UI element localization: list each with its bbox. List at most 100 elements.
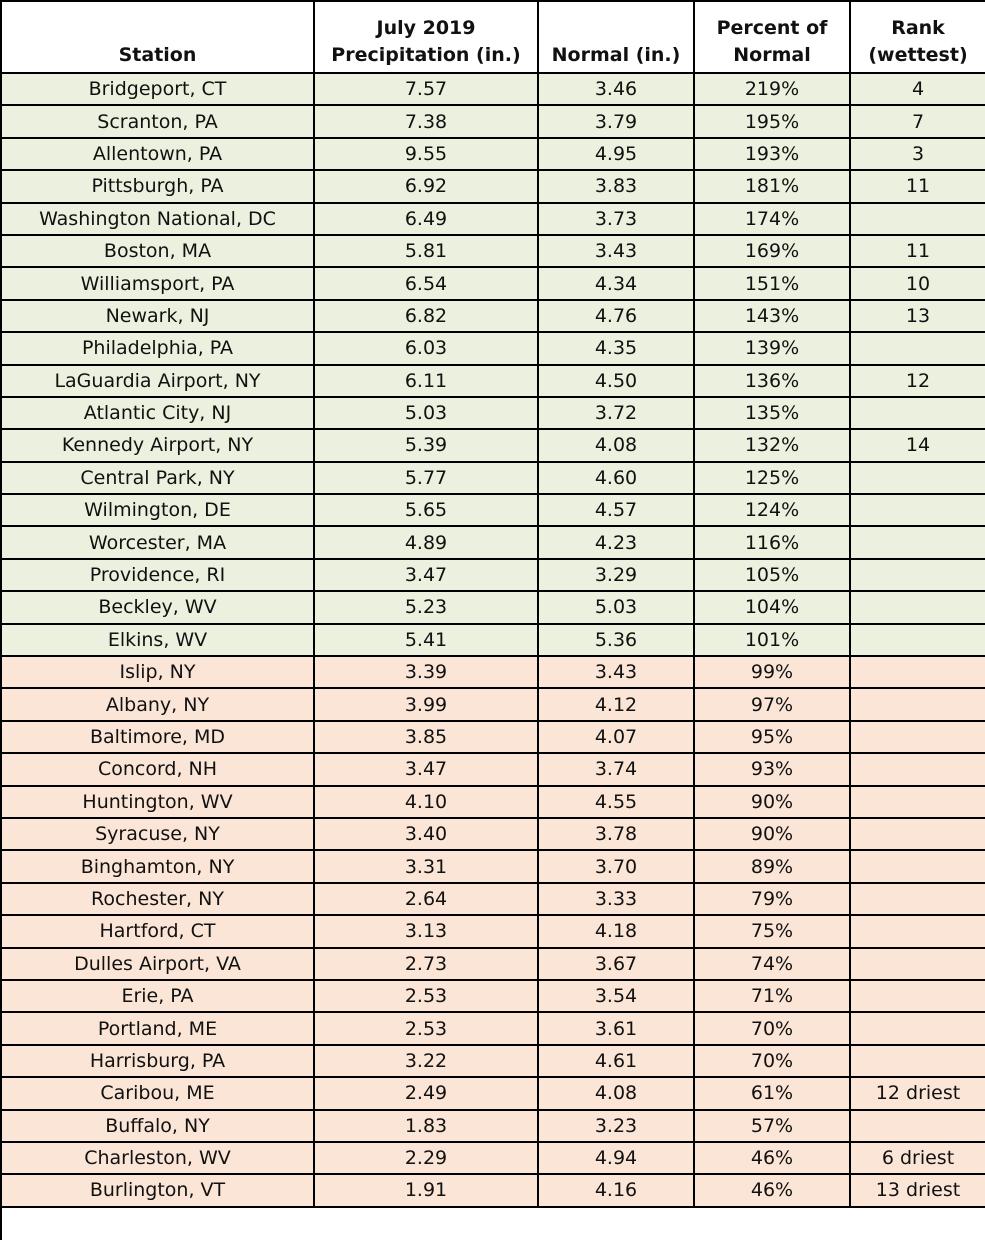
normal-cell: 3.33 — [539, 883, 695, 917]
station-cell: Syracuse, NY — [2, 818, 315, 852]
percent-of-normal-cell: 75% — [695, 916, 851, 949]
rank-cell — [851, 754, 985, 787]
precipitation-cell: 4.10 — [315, 786, 539, 819]
precipitation-cell: 5.81 — [315, 235, 539, 269]
rank-cell: 14 — [851, 430, 985, 463]
precipitation-cell: 3.13 — [315, 916, 539, 949]
percent-of-normal-cell: 139% — [695, 333, 851, 366]
rank-cell — [851, 818, 985, 852]
rank-cell: 12 driest — [851, 1078, 985, 1111]
station-cell: Central Park, NY — [2, 462, 315, 496]
rank-cell — [851, 786, 985, 819]
station-cell: Pittsburgh, PA — [2, 171, 315, 204]
rank-cell — [851, 1110, 985, 1143]
station-cell: Concord, NH — [2, 754, 315, 787]
station-cell: Scranton, PA — [2, 106, 315, 139]
precipitation-cell: 3.47 — [315, 559, 539, 593]
column-header: Rank (wettest) — [851, 2, 985, 74]
rank-cell — [851, 495, 985, 528]
precipitation-cell: 5.23 — [315, 592, 539, 625]
normal-cell: 3.54 — [539, 980, 695, 1014]
station-cell: Portland, ME — [2, 1013, 315, 1046]
station-cell: Allentown, PA — [2, 138, 315, 172]
normal-cell: 4.07 — [539, 721, 695, 755]
precipitation-cell: 6.11 — [315, 365, 539, 398]
precipitation-cell: 3.22 — [315, 1045, 539, 1079]
precipitation-cell: 2.29 — [315, 1142, 539, 1176]
precipitation-cell: 6.54 — [315, 268, 539, 301]
normal-cell: 5.03 — [539, 592, 695, 625]
normal-cell: 3.61 — [539, 1013, 695, 1046]
percent-of-normal-cell: 132% — [695, 430, 851, 463]
normal-cell: 3.73 — [539, 203, 695, 236]
percent-of-normal-cell: 79% — [695, 883, 851, 917]
rank-cell — [851, 689, 985, 722]
normal-cell: 4.61 — [539, 1045, 695, 1079]
precipitation-cell: 5.41 — [315, 624, 539, 658]
station-cell: LaGuardia Airport, NY — [2, 365, 315, 398]
normal-cell: 4.35 — [539, 333, 695, 366]
rank-cell — [851, 883, 985, 917]
precipitation-cell: 5.39 — [315, 430, 539, 463]
station-cell: Atlantic City, NJ — [2, 397, 315, 431]
rank-cell: 7 — [851, 106, 985, 139]
station-cell: Albany, NY — [2, 689, 315, 722]
rank-cell: 13 driest — [851, 1175, 985, 1208]
normal-cell: 4.55 — [539, 786, 695, 819]
normal-cell: 3.29 — [539, 559, 695, 593]
percent-of-normal-cell: 195% — [695, 106, 851, 139]
precipitation-cell: 5.65 — [315, 495, 539, 528]
station-cell: Charleston, WV — [2, 1142, 315, 1176]
rank-cell — [851, 592, 985, 625]
percent-of-normal-cell: 71% — [695, 980, 851, 1014]
rank-cell — [851, 980, 985, 1014]
percent-of-normal-cell: 151% — [695, 268, 851, 301]
station-cell: Elkins, WV — [2, 624, 315, 658]
normal-cell: 3.83 — [539, 171, 695, 204]
rank-cell — [851, 527, 985, 560]
station-cell: Wilmington, DE — [2, 495, 315, 528]
rank-cell: 3 — [851, 138, 985, 172]
normal-cell: 3.79 — [539, 106, 695, 139]
normal-cell: 4.23 — [539, 527, 695, 560]
normal-cell: 3.43 — [539, 235, 695, 269]
percent-of-normal-cell: 125% — [695, 462, 851, 496]
percent-of-normal-cell: 104% — [695, 592, 851, 625]
station-cell: Harrisburg, PA — [2, 1045, 315, 1079]
precipitation-cell: 3.99 — [315, 689, 539, 722]
precipitation-cell: 3.31 — [315, 851, 539, 884]
precipitation-cell: 5.03 — [315, 397, 539, 431]
station-cell: Providence, RI — [2, 559, 315, 593]
rank-cell — [851, 1013, 985, 1046]
normal-cell: 4.18 — [539, 916, 695, 949]
normal-cell: 5.36 — [539, 624, 695, 658]
percent-of-normal-cell: 99% — [695, 657, 851, 690]
percent-of-normal-cell: 143% — [695, 300, 851, 334]
precipitation-cell: 3.85 — [315, 721, 539, 755]
percent-of-normal-cell: 169% — [695, 235, 851, 269]
rank-cell — [851, 948, 985, 981]
normal-cell: 4.95 — [539, 138, 695, 172]
precipitation-cell: 7.38 — [315, 106, 539, 139]
percent-of-normal-cell: 219% — [695, 74, 851, 107]
precipitation-cell: 6.92 — [315, 171, 539, 204]
station-cell: Dulles Airport, VA — [2, 948, 315, 981]
station-cell: Newark, NJ — [2, 300, 315, 334]
precipitation-cell: 2.53 — [315, 980, 539, 1014]
station-cell: Buffalo, NY — [2, 1110, 315, 1143]
station-cell: Islip, NY — [2, 657, 315, 690]
normal-cell: 3.43 — [539, 657, 695, 690]
column-header: Percent of Normal — [695, 2, 851, 74]
station-cell: Caribou, ME — [2, 1078, 315, 1111]
station-cell: Baltimore, MD — [2, 721, 315, 755]
station-cell: Burlington, VT — [2, 1175, 315, 1208]
percent-of-normal-cell: 90% — [695, 786, 851, 819]
percent-of-normal-cell: 89% — [695, 851, 851, 884]
station-cell: Worcester, MA — [2, 527, 315, 560]
percent-of-normal-cell: 174% — [695, 203, 851, 236]
percent-of-normal-cell: 95% — [695, 721, 851, 755]
precipitation-cell: 4.89 — [315, 527, 539, 560]
normal-cell: 3.72 — [539, 397, 695, 431]
rank-cell — [851, 916, 985, 949]
normal-cell: 3.67 — [539, 948, 695, 981]
